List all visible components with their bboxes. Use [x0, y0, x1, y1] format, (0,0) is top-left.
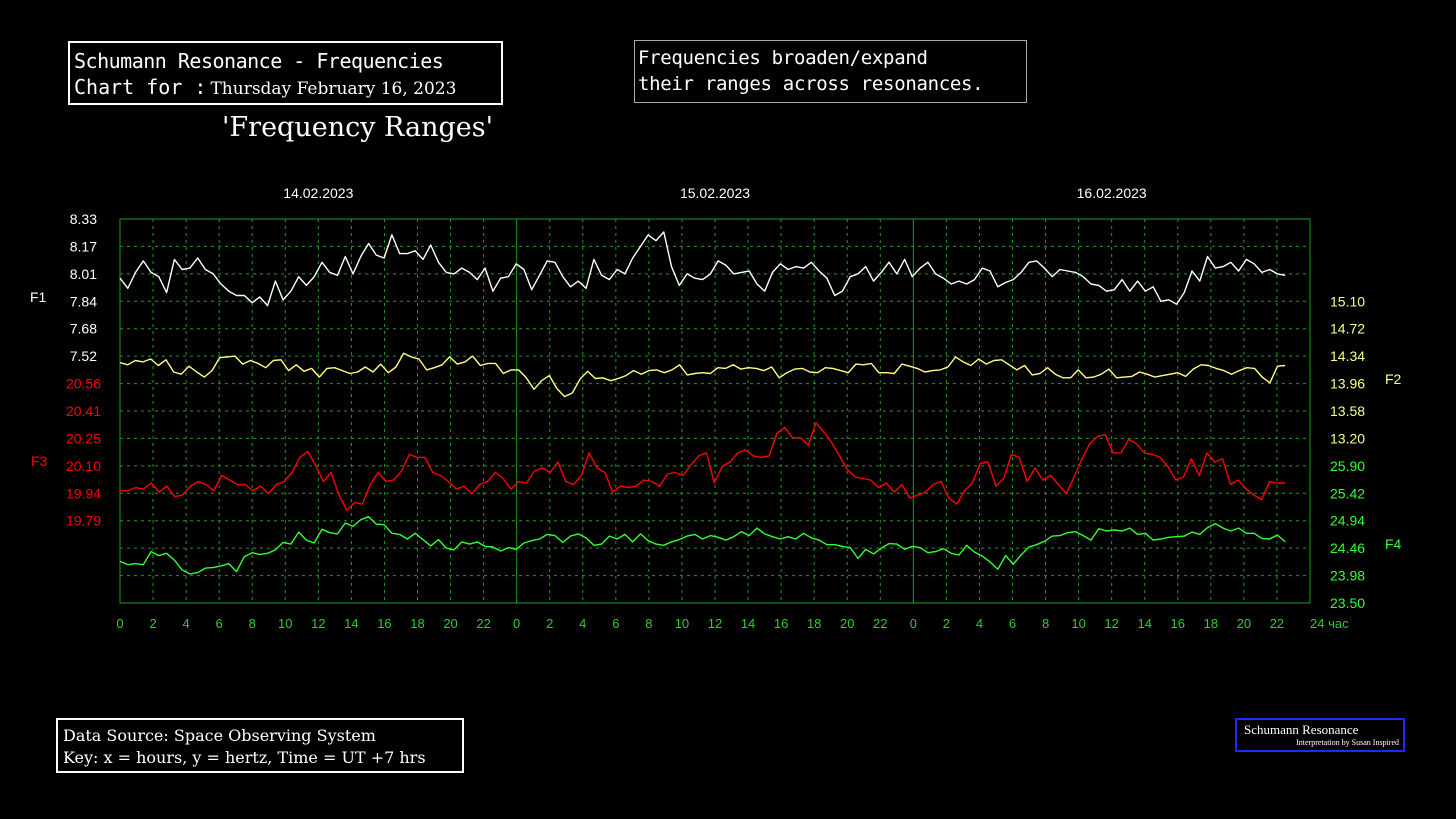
f1-tick-label: 8.17	[70, 238, 97, 254]
chart-title: Schumann Resonance - Frequencies	[74, 49, 444, 73]
x-tick-label: 2	[149, 616, 156, 631]
x-tick-label: 16	[774, 616, 788, 631]
x-tick-label: 18	[807, 616, 821, 631]
note-box: Frequencies broaden/expand their ranges …	[634, 40, 1027, 103]
x-tick-label: 22	[476, 616, 490, 631]
f3-tick-label: 19.79	[66, 513, 101, 529]
title-box: Schumann Resonance - Frequencies Chart f…	[68, 41, 503, 105]
series-line-f1	[119, 231, 1286, 307]
f2-tick-label: 13.96	[1330, 376, 1365, 392]
chart-date-line: Chart for : Thursday February 16, 2023	[74, 74, 497, 102]
x-tick-label: 12	[1104, 616, 1118, 631]
f2-tick-label: 15.10	[1330, 293, 1365, 309]
chart-series	[119, 231, 1286, 575]
x-tick-label: 16	[1171, 616, 1185, 631]
source-box: Data Source: Space Observing System Key:…	[56, 718, 464, 773]
chart-subtitle: 'Frequency Ranges'	[222, 112, 494, 143]
x-tick-label: 18	[410, 616, 424, 631]
f3-tick-label: 19.94	[66, 485, 101, 501]
x-tick-label: 8	[645, 616, 652, 631]
x-tick-label: 22	[873, 616, 887, 631]
x-tick-label: 6	[216, 616, 223, 631]
series-line-f3	[120, 422, 1286, 511]
x-tick-label: 2	[943, 616, 950, 631]
f4-tick-label: 25.90	[1330, 458, 1365, 474]
chart-grid	[119, 218, 1311, 604]
f1-tick-label: 7.84	[70, 293, 97, 309]
f3-tick-label: 20.56	[66, 376, 101, 392]
f2-tick-label: 14.72	[1330, 321, 1365, 337]
x-tick-label: 8	[249, 616, 256, 631]
x-tick-label: 22	[1270, 616, 1284, 631]
x-tick-label: 10	[675, 616, 689, 631]
x-tick-label: 4	[976, 616, 983, 631]
x-tick-label: 6	[612, 616, 619, 631]
f1-tick-label: 7.52	[70, 348, 97, 364]
series-line-f4	[119, 516, 1286, 575]
day-label: 16.02.2023	[1077, 185, 1147, 201]
f3-tick-label: 20.25	[66, 430, 101, 446]
chart-date: Thursday February 16, 2023	[210, 79, 457, 99]
note-line-1: Frequencies broaden/expand	[638, 47, 928, 69]
f4-tick-label: 25.42	[1330, 485, 1365, 501]
data-source-line: Data Source: Space Observing System	[63, 726, 376, 745]
x-tick-label: 24 час	[1310, 616, 1349, 631]
x-tick-label: 4	[579, 616, 586, 631]
x-tick-label: 0	[513, 616, 520, 631]
f4-tick-label: 24.94	[1330, 513, 1365, 529]
f3-series-label: F3	[31, 453, 48, 469]
x-tick-label: 10	[1071, 616, 1085, 631]
x-tick-label: 20	[840, 616, 854, 631]
series-line-f2	[119, 352, 1286, 398]
day-label: 14.02.2023	[283, 185, 353, 201]
badge-title: Schumann Resonance	[1244, 722, 1359, 737]
chart-labels: 0 2 4 6 8 10 12 14 16 18 20 22 0 2 4 6 8 10 12 14 16 18 20 22 0 2…	[30, 185, 1402, 631]
x-tick-label: 14	[741, 616, 755, 631]
x-tick-label: 20	[443, 616, 457, 631]
x-tick-label: 0	[116, 616, 123, 631]
f4-tick-label: 24.46	[1330, 540, 1365, 556]
f2-tick-label: 13.58	[1330, 403, 1365, 419]
f4-tick-label: 23.50	[1330, 595, 1365, 611]
x-tick-label: 2	[546, 616, 553, 631]
f4-series-label: F4	[1385, 536, 1402, 552]
x-tick-label: 6	[1009, 616, 1016, 631]
x-tick-label: 14	[1137, 616, 1151, 631]
f2-series-label: F2	[1385, 371, 1402, 387]
day-label: 15.02.2023	[680, 185, 750, 201]
f3-tick-label: 20.41	[66, 403, 101, 419]
f1-tick-label: 8.01	[70, 266, 97, 282]
f1-tick-label: 7.68	[70, 321, 97, 337]
plot-frame	[119, 218, 1311, 604]
x-tick-label: 0	[910, 616, 917, 631]
x-tick-label: 12	[708, 616, 722, 631]
watermark-badge: Schumann Resonance Interpretation by Sus…	[1235, 718, 1405, 752]
x-tick-label: 14	[344, 616, 358, 631]
x-tick-label: 20	[1237, 616, 1251, 631]
x-tick-label: 18	[1204, 616, 1218, 631]
key-line: Key: x = hours, y = hertz, Time = UT +7 …	[63, 748, 426, 767]
f2-tick-label: 13.20	[1330, 430, 1365, 446]
x-tick-label: 4	[182, 616, 189, 631]
f2-tick-label: 14.34	[1330, 348, 1365, 364]
date-prefix: Chart for :	[74, 75, 207, 99]
f3-tick-label: 20.10	[66, 458, 101, 474]
x-tick-label: 16	[377, 616, 391, 631]
x-tick-label: 12	[311, 616, 325, 631]
x-tick-label: 10	[278, 616, 292, 631]
f4-tick-label: 23.98	[1330, 568, 1365, 584]
f1-tick-label: 8.33	[70, 211, 97, 227]
f1-series-label: F1	[30, 289, 47, 305]
badge-subtitle: Interpretation by Susan Inspired	[1296, 738, 1399, 747]
note-line-2: their ranges across resonances.	[638, 73, 984, 95]
x-tick-label: 8	[1042, 616, 1049, 631]
